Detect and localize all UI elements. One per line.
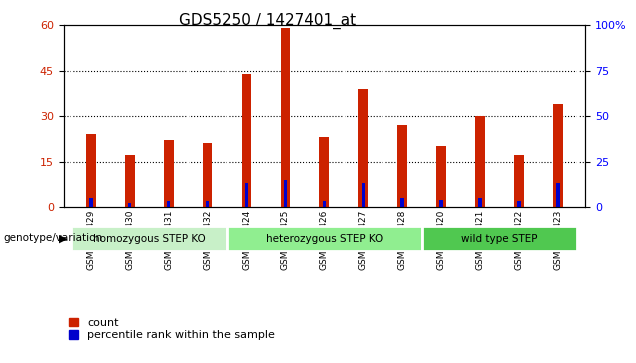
Bar	[475, 116, 485, 207]
Bar	[514, 155, 524, 207]
Text: GDS5250 / 1427401_at: GDS5250 / 1427401_at	[179, 13, 356, 29]
Bar	[164, 140, 174, 207]
Bar	[284, 180, 287, 207]
Bar	[319, 137, 329, 207]
Bar	[439, 200, 443, 207]
Bar	[362, 183, 365, 207]
Bar	[167, 201, 170, 207]
Bar	[478, 198, 481, 207]
Bar	[398, 125, 407, 207]
Bar	[128, 203, 132, 207]
Bar	[245, 183, 248, 207]
Text: wild type STEP: wild type STEP	[461, 234, 538, 244]
Text: ▶: ▶	[59, 233, 67, 244]
Bar	[359, 89, 368, 207]
Bar	[125, 155, 135, 207]
Text: heterozygous STEP KO: heterozygous STEP KO	[266, 234, 383, 244]
FancyBboxPatch shape	[71, 227, 227, 251]
Bar	[206, 201, 209, 207]
Bar	[203, 143, 212, 207]
Bar	[401, 198, 404, 207]
Bar	[89, 198, 93, 207]
Bar	[242, 74, 251, 207]
Legend: count, percentile rank within the sample: count, percentile rank within the sample	[69, 318, 275, 340]
Bar	[86, 134, 95, 207]
FancyBboxPatch shape	[227, 227, 422, 251]
Bar	[553, 104, 563, 207]
Text: genotype/variation: genotype/variation	[3, 233, 102, 244]
Bar	[517, 201, 521, 207]
Bar	[280, 28, 290, 207]
Text: homozygous STEP KO: homozygous STEP KO	[93, 234, 205, 244]
FancyBboxPatch shape	[422, 227, 577, 251]
Bar	[556, 183, 560, 207]
Bar	[436, 146, 446, 207]
Bar	[322, 201, 326, 207]
